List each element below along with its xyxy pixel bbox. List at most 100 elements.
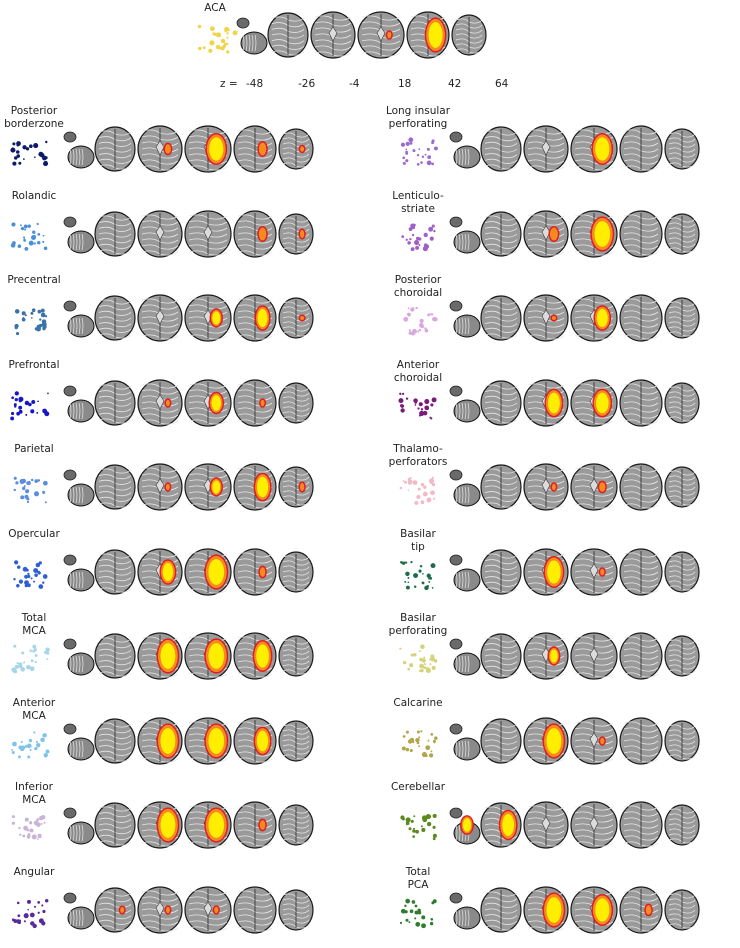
left-row-1-label: Rolandic: [11, 189, 57, 202]
brain-slice-z42: [619, 378, 663, 427]
brain-slice-z18: [570, 378, 618, 427]
z-value--26: -26: [298, 78, 316, 90]
brain-slice-z64: [278, 297, 314, 339]
brain-slice-z-26: [480, 379, 522, 426]
brain-slice-z-4: [137, 209, 183, 258]
brain-slice-z42: [406, 11, 450, 59]
brain-slice-z18: [184, 125, 232, 173]
brain-slice-z-48: [63, 300, 95, 338]
brain-slice-z42: [233, 716, 277, 765]
aca-label: ACA: [204, 2, 226, 14]
left-row-6-lesion-scatter: [11, 644, 50, 674]
left-row-9-label: Angular: [13, 865, 55, 878]
brain-slice-z42: [233, 209, 277, 258]
brain-slice-z-4: [137, 294, 183, 342]
brain-slice-z64: [278, 381, 314, 424]
brain-slice-z18: [357, 11, 405, 59]
brain-slice-z-4: [137, 716, 183, 765]
brain-slice-z-48: [449, 554, 481, 591]
brain-slice-z-48: [63, 131, 95, 169]
right-row-2-lesion-scatter: [403, 306, 438, 336]
brain-slice-z42: [233, 294, 277, 342]
brain-slice-z-26: [480, 548, 522, 595]
brain-slice-z-48: [63, 385, 95, 422]
right-row-6-lesion-scatter: [399, 644, 438, 674]
z-value--4: -4: [349, 78, 360, 90]
brain-slice-z42: [233, 378, 277, 427]
right-row-4-brain-slices: [449, 463, 700, 511]
brain-slice-z-26: [267, 12, 309, 58]
brain-slice-z64: [278, 635, 314, 677]
brain-slice-z64: [664, 719, 700, 762]
left-row-8-lesion-scatter: [11, 814, 46, 841]
brain-slice-z64: [664, 550, 700, 593]
brain-slice-z42: [233, 125, 277, 173]
brain-slice-z-4: [523, 463, 569, 511]
brain-slice-z42: [619, 716, 663, 765]
right-row-3-lesion-scatter: [398, 392, 437, 420]
brain-slice-z-48: [449, 216, 481, 253]
brain-slice-z-26: [480, 295, 522, 341]
brain-slice-z42: [233, 547, 277, 596]
left-row-2-brain-slices: [63, 294, 314, 342]
brain-slice-z18: [570, 547, 618, 596]
brain-slice-z-48: [63, 216, 95, 253]
brain-slice-z18: [570, 632, 618, 680]
brain-slice-z64: [278, 888, 314, 931]
brain-slice-z-4: [523, 885, 569, 934]
brain-slice-z18: [184, 885, 232, 934]
brain-slice-z-48: [63, 469, 95, 507]
brain-slice-z-26: [94, 295, 136, 341]
brain-slice-z-4: [523, 378, 569, 427]
brain-slice-z-26: [480, 802, 522, 848]
right-row-8-label: Cerebellar: [390, 781, 446, 793]
brain-slice-z42: [619, 801, 663, 849]
brain-slice-z-48: [63, 892, 95, 929]
left-row-9-brain-slices: [63, 885, 314, 934]
brain-slice-z18: [570, 885, 618, 934]
brain-slice-z-26: [94, 886, 136, 933]
left-row-1-brain-slices: [63, 209, 314, 258]
left-row-1-lesion-scatter: [10, 222, 48, 251]
right-row-7-brain-slices: [449, 716, 700, 765]
left-row-0-lesion-scatter: [10, 140, 49, 167]
brain-slice-z18: [184, 547, 232, 596]
left-row-7-label: Anterior MCA: [12, 696, 56, 722]
brain-slice-z64: [664, 466, 700, 508]
left-row-7-brain-slices: [63, 716, 314, 765]
z-value-18: 18: [398, 78, 412, 90]
brain-slice-z-48: [63, 807, 95, 845]
brain-slice-z-4: [137, 547, 183, 596]
brain-slice-z-26: [94, 464, 136, 510]
brain-slice-z42: [619, 125, 663, 173]
right-row-5-brain-slices: [449, 547, 700, 596]
brain-slice-z18: [184, 463, 232, 511]
brain-slice-z64: [664, 128, 700, 170]
brain-slice-z-4: [137, 885, 183, 934]
brain-slice-z-4: [523, 547, 569, 596]
brain-slice-z64: [278, 804, 314, 846]
brain-slice-z-4: [137, 378, 183, 427]
brain-slice-z-48: [449, 469, 481, 507]
brain-slice-z18: [184, 801, 232, 849]
brain-slice-z-48: [449, 385, 481, 422]
left-row-2-label: Precentral: [7, 274, 61, 286]
left-row-2-lesion-scatter: [14, 308, 48, 336]
brain-slice-z-48: [63, 723, 95, 760]
brain-slice-z-48: [236, 17, 268, 55]
z-value-64: 64: [495, 78, 509, 90]
right-row-5-lesion-scatter: [400, 560, 436, 590]
brain-slice-z-26: [94, 633, 136, 679]
brain-slice-z-4: [523, 125, 569, 173]
right-row-1-lesion-scatter: [401, 222, 436, 251]
brain-slice-z42: [619, 632, 663, 680]
right-row-6-brain-slices: [449, 632, 700, 680]
brain-slice-z42: [233, 885, 277, 934]
brain-slice-z18: [184, 209, 232, 258]
brain-slice-z64: [664, 297, 700, 339]
brain-slice-z64: [664, 212, 700, 255]
right-row-9-label: Total PCA: [405, 865, 431, 891]
brain-slice-z-26: [480, 886, 522, 933]
brain-slice-z42: [233, 801, 277, 849]
right-row-4-label: Thalamo- perforators: [388, 443, 448, 469]
